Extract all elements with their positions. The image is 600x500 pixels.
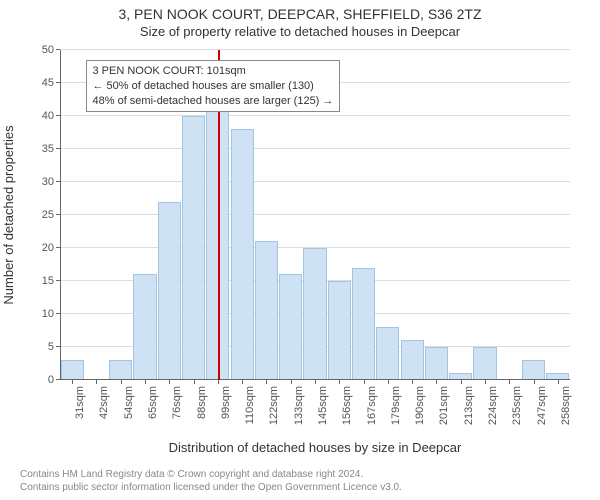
y-axis-label: Number of detached properties	[1, 125, 16, 304]
xtick-label: 88sqm	[194, 380, 208, 419]
xtick-label: 99sqm	[218, 380, 232, 419]
histogram-bar	[231, 129, 254, 380]
histogram-bar	[522, 360, 545, 380]
histogram-bar	[255, 241, 278, 380]
xtick-label: 31sqm	[72, 380, 86, 419]
gridline	[60, 214, 570, 215]
histogram-bar	[401, 340, 424, 380]
ytick-label: 25	[42, 209, 60, 221]
ytick-label: 35	[42, 143, 60, 155]
ytick-label: 40	[42, 110, 60, 122]
xtick-label: 54sqm	[121, 380, 135, 419]
gridline	[60, 115, 570, 116]
ytick-label: 30	[42, 176, 60, 188]
histogram-bar	[473, 347, 496, 380]
xtick-label: 179sqm	[388, 380, 402, 425]
histogram-bar	[279, 274, 302, 380]
xtick-label: 258sqm	[558, 380, 572, 425]
chart-title-sub: Size of property relative to detached ho…	[0, 22, 600, 39]
x-axis-line	[60, 379, 570, 380]
histogram-bar	[376, 327, 399, 380]
xtick-label: 122sqm	[266, 380, 280, 425]
histogram-bar	[328, 281, 351, 380]
xtick-label: 190sqm	[412, 380, 426, 425]
attribution-footer: Contains HM Land Registry data © Crown c…	[20, 468, 402, 494]
chart-area: 0510152025303540455031sqm42sqm54sqm65sqm…	[60, 50, 570, 380]
histogram-bar	[133, 274, 156, 380]
ytick-label: 10	[42, 308, 60, 320]
xtick-label: 65sqm	[145, 380, 159, 419]
xtick-label: 110sqm	[242, 380, 256, 424]
histogram-bar	[303, 248, 326, 380]
xtick-label: 42sqm	[96, 380, 110, 419]
x-axis-label: Distribution of detached houses by size …	[60, 440, 570, 455]
gridline	[60, 181, 570, 182]
footer-line-2: Contains public sector information licen…	[20, 481, 402, 494]
annotation-line: 48% of semi-detached houses are larger (…	[93, 94, 334, 109]
y-axis-line	[60, 50, 61, 380]
ytick-label: 15	[42, 275, 60, 287]
xtick-label: 213sqm	[461, 380, 475, 425]
xtick-label: 201sqm	[436, 380, 450, 425]
histogram-bar	[182, 116, 205, 380]
annotation-line: 3 PEN NOOK COURT: 101sqm	[93, 64, 334, 79]
histogram-bar	[109, 360, 132, 380]
xtick-label: 247sqm	[534, 380, 548, 425]
xtick-label: 235sqm	[509, 380, 523, 425]
gridline	[60, 148, 570, 149]
histogram-bar	[158, 202, 181, 380]
annotation-line: ← 50% of detached houses are smaller (13…	[93, 79, 334, 94]
xtick-label: 76sqm	[169, 380, 183, 419]
histogram-bar	[425, 347, 448, 380]
xtick-label: 145sqm	[315, 380, 329, 425]
xtick-label: 224sqm	[485, 380, 499, 425]
ytick-label: 20	[42, 242, 60, 254]
xtick-label: 133sqm	[291, 380, 305, 425]
annotation-box: 3 PEN NOOK COURT: 101sqm← 50% of detache…	[86, 60, 341, 113]
xtick-label: 156sqm	[339, 380, 353, 425]
footer-line-1: Contains HM Land Registry data © Crown c…	[20, 468, 402, 481]
ytick-label: 5	[48, 341, 60, 353]
chart-title-main: 3, PEN NOOK COURT, DEEPCAR, SHEFFIELD, S…	[0, 0, 600, 22]
ytick-label: 50	[42, 44, 60, 56]
xtick-label: 167sqm	[364, 380, 378, 425]
gridline	[60, 49, 570, 50]
ytick-label: 0	[48, 374, 60, 386]
plot-region: 0510152025303540455031sqm42sqm54sqm65sqm…	[60, 50, 570, 380]
histogram-bar	[61, 360, 84, 380]
histogram-bar	[352, 268, 375, 380]
ytick-label: 45	[42, 77, 60, 89]
